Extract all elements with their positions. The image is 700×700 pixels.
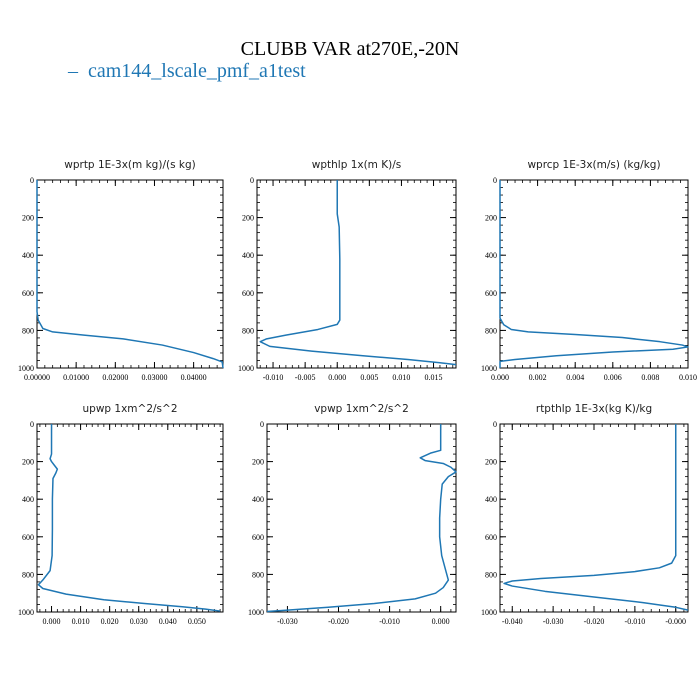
x-tick-label: 0.000 [328, 373, 346, 382]
y-tick-label: 600 [485, 289, 497, 298]
y-tick-label: 800 [242, 326, 254, 335]
x-tick-label: 0.000 [432, 617, 450, 626]
x-tick-label: -0.030 [277, 617, 298, 626]
y-tick-label: 600 [22, 289, 34, 298]
y-tick-label: 600 [242, 289, 254, 298]
y-tick-label: 0 [493, 176, 497, 185]
panel-4: vpwp 1xm^2/s^2 0 200 400 600 800 1000 -0.030 -0.… [248, 403, 457, 626]
x-tick-label: -0.010 [625, 617, 646, 626]
figure-legend: – cam144_lscale_pmf_a1test [67, 60, 306, 82]
y-tick-label: 200 [485, 214, 497, 223]
y-tick-label: 1000 [248, 608, 264, 617]
panel-title: upwp 1xm^2/s^2 [83, 403, 178, 415]
panel-3: upwp 1xm^2/s^2 0 200 400 600 800 1000 0.000 0.01… [18, 403, 224, 626]
panel-1: wpthlp 1x(m K)/s 0 200 400 600 800 1000 -0.010 -… [238, 159, 457, 382]
x-tick-label: 0.000 [491, 373, 509, 382]
panel-5: rtpthlp 1E-3x(kg K)/kg02004006008001000-… [481, 403, 689, 626]
panel-title: wpthlp 1x(m K)/s [312, 159, 402, 171]
x-tick-label: -0.000 [665, 617, 686, 626]
x-tick-label: 0.020 [101, 617, 119, 626]
series-line [503, 424, 689, 611]
panel-0: wprtp 1E-3x(m kg)/(s kg) 0 200 400 600 800 100… [18, 159, 224, 382]
figure-title: CLUBB VAR at270E,-20N [241, 38, 460, 60]
x-tick-label: 0.015 [425, 373, 443, 382]
y-tick-label: 200 [485, 458, 497, 467]
y-tick-label: 400 [22, 495, 34, 504]
y-tick-label: 1000 [18, 608, 34, 617]
panel-title: rtpthlp 1E-3x(kg K)/kg [536, 403, 652, 415]
plot-frame [499, 423, 689, 613]
y-tick-label: 200 [242, 214, 254, 223]
y-tick-label: 600 [252, 533, 264, 542]
x-tick-label: 0.010 [392, 373, 410, 382]
legend-glyph: – [67, 60, 79, 82]
y-tick-label: 400 [242, 251, 254, 260]
x-tick-label: 0.040 [159, 617, 177, 626]
panel-title: wprcp 1E-3x(m/s) (kg/kg) [527, 159, 660, 171]
x-tick-label: 0.002 [529, 373, 547, 382]
x-tick-label: 0.008 [641, 373, 659, 382]
x-tick-label: 0.010 [72, 617, 90, 626]
y-tick-label: 0 [493, 420, 497, 429]
x-tick-label: 0.01000 [63, 373, 89, 382]
series-line [499, 180, 689, 368]
y-tick-label: 1000 [481, 364, 497, 373]
y-tick-label: 400 [485, 251, 497, 260]
panel-2: wprcp 1E-3x(m/s) (kg/kg) 0 200 400 600 800 100… [481, 159, 697, 382]
y-tick-label: 1000 [18, 364, 34, 373]
x-tick-label: 0.004 [566, 373, 584, 382]
x-tick-label: -0.005 [295, 373, 316, 382]
x-tick-label: 0.00000 [24, 373, 50, 382]
y-tick-label: 400 [252, 495, 264, 504]
plot-frame [499, 179, 689, 369]
x-tick-label: 0.010 [679, 373, 697, 382]
y-tick-label: 200 [252, 458, 264, 467]
plot-frame [36, 423, 224, 613]
x-tick-label: 0.000 [43, 617, 61, 626]
x-tick-label: -0.010 [379, 617, 400, 626]
panel-title: vpwp 1xm^2/s^2 [314, 403, 409, 415]
y-tick-label: 0 [30, 176, 34, 185]
x-tick-label: 0.04000 [181, 373, 207, 382]
y-tick-label: 1000 [481, 608, 497, 617]
x-tick-label: 0.005 [360, 373, 378, 382]
panel-title: wprtp 1E-3x(m kg)/(s kg) [64, 159, 195, 171]
y-tick-label: 800 [485, 326, 497, 335]
x-tick-label: -0.020 [328, 617, 349, 626]
legend-label: cam144_lscale_pmf_a1test [88, 60, 306, 82]
series-line [37, 424, 221, 612]
x-tick-label: -0.010 [263, 373, 284, 382]
panels: wprtp 1E-3x(m kg)/(s kg) 0 200 400 600 800 100… [18, 159, 697, 626]
series-line [259, 180, 457, 366]
x-tick-label: 0.050 [188, 617, 206, 626]
y-tick-label: 0 [30, 420, 34, 429]
x-tick-label: -0.040 [502, 617, 523, 626]
x-tick-label: 0.02000 [102, 373, 128, 382]
y-tick-label: 800 [485, 570, 497, 579]
plot-frame [256, 179, 457, 369]
y-tick-label: 800 [22, 570, 34, 579]
series-line [266, 424, 457, 613]
x-tick-label: -0.020 [584, 617, 605, 626]
plot-frame [266, 423, 457, 613]
y-tick-label: 0 [260, 420, 264, 429]
y-tick-label: 400 [22, 251, 34, 260]
y-tick-label: 800 [252, 570, 264, 579]
y-tick-label: 600 [22, 533, 34, 542]
y-tick-label: 0 [250, 176, 254, 185]
x-tick-label: 0.030 [130, 617, 148, 626]
series-line [36, 180, 224, 369]
x-tick-label: 0.03000 [141, 373, 167, 382]
y-tick-label: 1000 [238, 364, 254, 373]
y-tick-label: 200 [22, 458, 34, 467]
y-tick-label: 400 [485, 495, 497, 504]
x-tick-label: -0.030 [543, 617, 564, 626]
y-tick-label: 600 [485, 533, 497, 542]
y-tick-label: 200 [22, 214, 34, 223]
y-tick-label: 800 [22, 326, 34, 335]
x-tick-label: 0.006 [604, 373, 622, 382]
